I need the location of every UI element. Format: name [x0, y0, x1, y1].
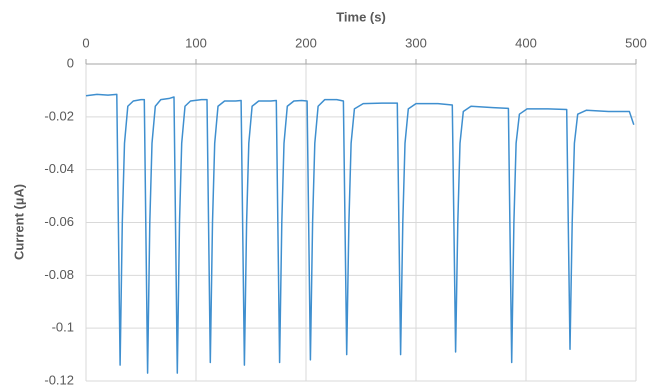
x-tick-label: 200 [295, 35, 317, 50]
x-tick-label: 400 [515, 35, 537, 50]
y-tick-label: -0.02 [44, 108, 74, 123]
y-tick-label: 0 [67, 55, 74, 70]
y-tick-label: -0.12 [44, 372, 74, 387]
y-tick-label: -0.04 [44, 161, 74, 176]
y-tick-label: -0.1 [52, 320, 74, 335]
y-tick-label: -0.08 [44, 267, 74, 282]
y-axis-title: Current (µA) [11, 184, 26, 260]
data-line [85, 93, 635, 374]
x-tick-label: 0 [82, 35, 89, 50]
y-tick-label: -0.06 [44, 214, 74, 229]
x-tick-label: 100 [185, 35, 207, 50]
x-tick-label: 500 [625, 35, 647, 50]
x-axis-title: Time (s) [336, 9, 386, 24]
x-tick-label: 300 [405, 35, 427, 50]
